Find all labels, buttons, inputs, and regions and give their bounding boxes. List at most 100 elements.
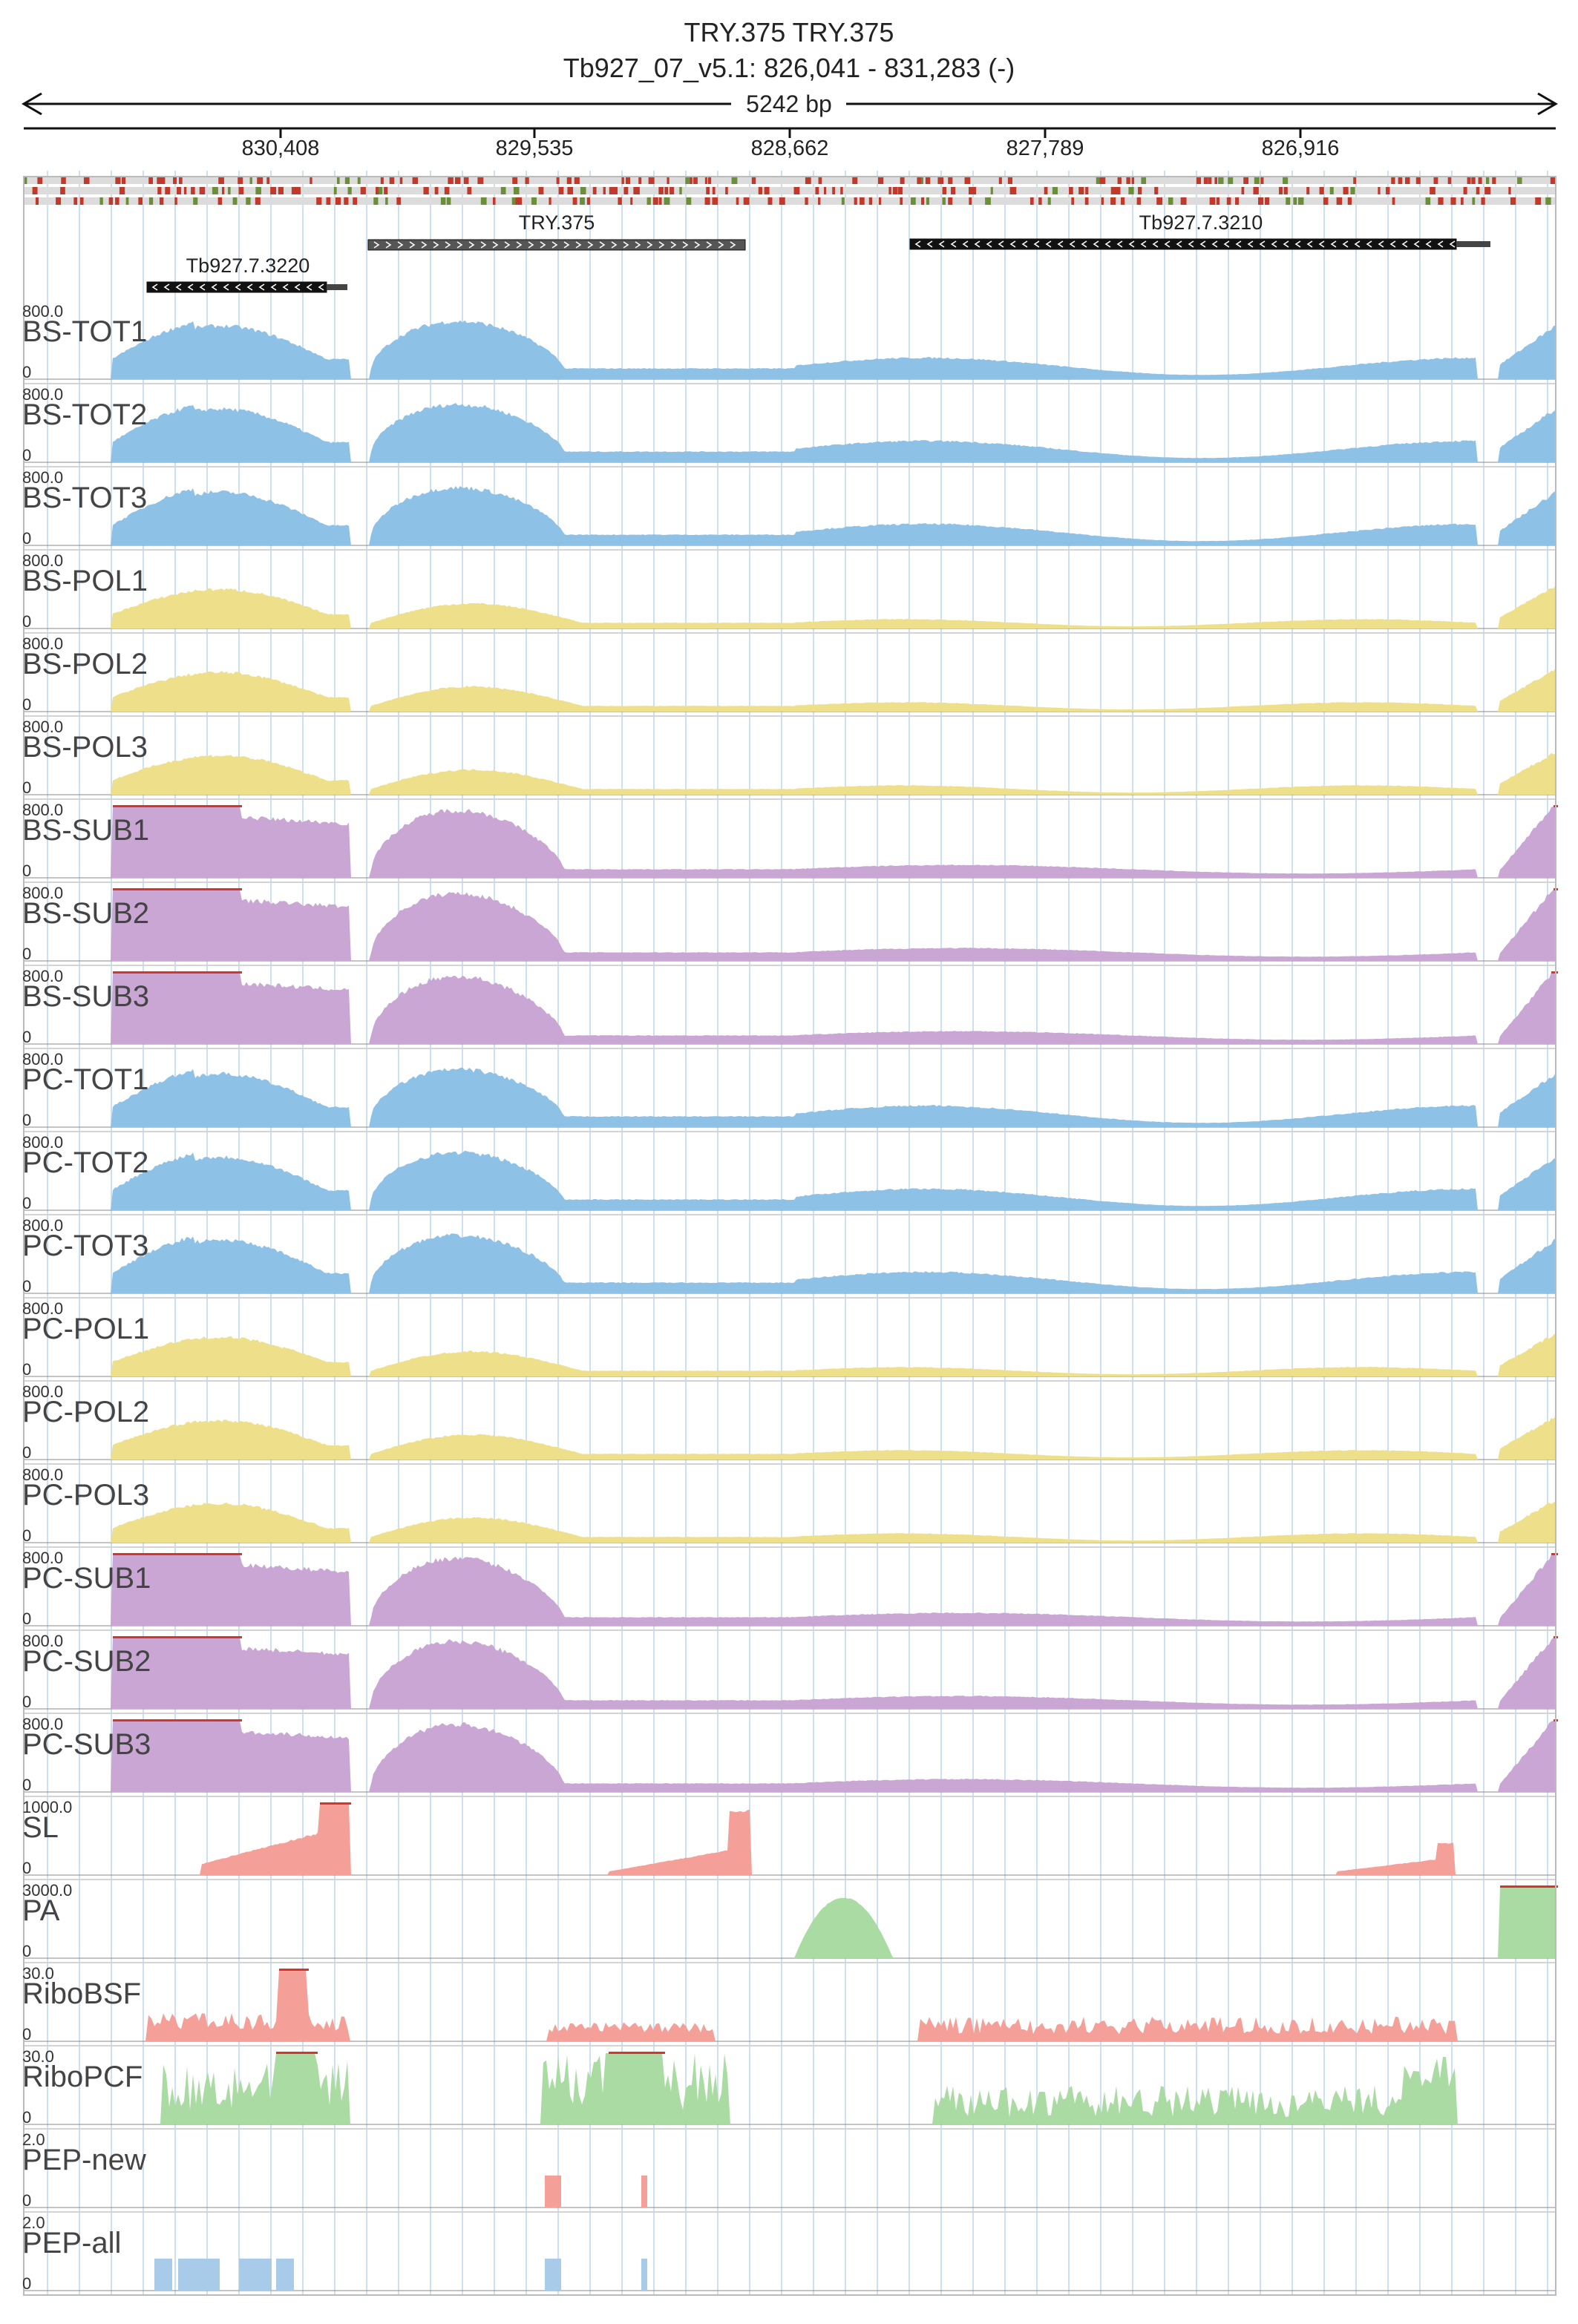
overflow-mark — [182, 1636, 184, 1638]
overflow-mark — [294, 2052, 297, 2054]
variant-mark — [1463, 187, 1467, 194]
page-title: TRY.375 TRY.375 — [684, 17, 894, 47]
variant-mark — [630, 197, 633, 205]
overflow-mark — [186, 1636, 189, 1638]
variant-mark — [1241, 187, 1245, 194]
overflow-mark — [204, 971, 206, 974]
overflow-mark — [146, 888, 148, 890]
overflow-mark — [113, 971, 115, 974]
variant-mark — [1510, 197, 1516, 205]
variant-mark — [704, 177, 707, 184]
overflow-mark — [206, 888, 209, 890]
overflow-mark — [135, 1636, 137, 1638]
variant-mark — [900, 177, 905, 184]
variant-mark — [492, 197, 496, 205]
overflow-mark — [1556, 805, 1558, 807]
peptide-bar — [545, 2258, 561, 2291]
overflow-mark — [344, 1802, 347, 1805]
gene-label-tb927-7-3220[interactable]: Tb927.7.3220 — [186, 255, 310, 277]
variant-mark — [973, 187, 977, 194]
overflow-mark — [240, 805, 242, 807]
overflow-mark — [193, 1553, 195, 1555]
overflow-mark — [211, 1553, 213, 1555]
gene-label-try375[interactable]: TRY.375 — [518, 211, 595, 234]
variant-mark — [693, 177, 698, 184]
variant-mark — [257, 177, 263, 184]
variant-mark — [1254, 177, 1260, 184]
variant-mark — [549, 197, 551, 205]
variant-mark — [316, 197, 322, 205]
overflow-mark — [151, 805, 153, 807]
variant-mark — [648, 177, 655, 184]
overflow-mark — [233, 1719, 235, 1721]
overflow-mark — [144, 1719, 146, 1721]
overflow-mark — [164, 1636, 166, 1638]
overflow-mark — [1556, 1553, 1558, 1555]
overflow-mark — [229, 1636, 231, 1638]
overflow-mark — [282, 1969, 285, 1971]
variant-mark — [805, 197, 808, 205]
overflow-mark — [124, 971, 126, 974]
peptide-bar — [641, 2175, 647, 2208]
overflow-mark — [229, 1719, 231, 1721]
strand-arrow — [1259, 240, 1266, 248]
variant-mark — [1467, 177, 1471, 184]
overflow-mark — [177, 1553, 180, 1555]
overflow-mark — [224, 1719, 226, 1721]
strand-arrow — [611, 241, 618, 249]
overflow-mark — [115, 888, 117, 890]
gene-label-tb927-7-3210[interactable]: Tb927.7.3210 — [1139, 211, 1263, 234]
overflow-mark — [113, 1719, 115, 1721]
overflow-mark — [166, 888, 168, 890]
overflow-mark — [191, 971, 193, 974]
variant-mark — [1378, 187, 1381, 194]
overflow-mark — [160, 1636, 162, 1638]
overflow-mark — [180, 1636, 182, 1638]
variant-mark — [1425, 197, 1431, 205]
peptide-bar — [276, 2258, 294, 2291]
overflow-mark — [279, 2052, 282, 2054]
overflow-mark — [153, 1553, 155, 1555]
variant-mark — [580, 197, 585, 205]
overflow-mark — [1522, 1885, 1525, 1888]
overflow-mark — [211, 1719, 213, 1721]
overflow-mark — [175, 1719, 177, 1721]
variant-mark — [380, 177, 384, 184]
overflow-mark — [1511, 1885, 1513, 1888]
overflow-mark — [206, 805, 209, 807]
overflow-mark — [300, 1969, 303, 1971]
overflow-mark — [197, 1553, 200, 1555]
variant-mark — [83, 177, 90, 184]
variant-mark — [911, 197, 916, 205]
overflow-mark — [157, 1719, 160, 1721]
variant-mark — [1484, 187, 1490, 194]
track-zero-label: 0 — [22, 1111, 32, 1129]
strand-arrow — [270, 283, 277, 291]
overflow-mark — [224, 888, 226, 890]
variant-mark — [179, 177, 183, 184]
overflow-mark — [202, 1553, 204, 1555]
overflow-mark — [122, 971, 124, 974]
overflow-mark — [164, 971, 166, 974]
strand-arrow — [1366, 240, 1372, 248]
overflow-mark — [148, 805, 151, 807]
overflow-mark — [217, 888, 220, 890]
variant-mark — [1121, 197, 1125, 205]
overflow-mark — [122, 1719, 124, 1721]
variant-mark — [24, 177, 27, 184]
overflow-mark — [197, 1636, 200, 1638]
overflow-mark — [146, 971, 148, 974]
peptide-bar — [154, 2258, 172, 2291]
strand-arrow — [587, 241, 594, 249]
variant-mark — [434, 187, 439, 194]
strand-arrow — [1294, 240, 1301, 248]
variant-mark — [157, 177, 163, 184]
overflow-mark — [153, 1636, 155, 1638]
variant-mark — [1471, 177, 1476, 184]
strand-arrow — [1021, 240, 1028, 248]
variant-mark — [61, 177, 66, 184]
track-zero-label: 0 — [22, 1942, 32, 1960]
overflow-mark — [220, 805, 222, 807]
variant-mark — [1343, 187, 1349, 194]
overflow-mark — [144, 805, 146, 807]
